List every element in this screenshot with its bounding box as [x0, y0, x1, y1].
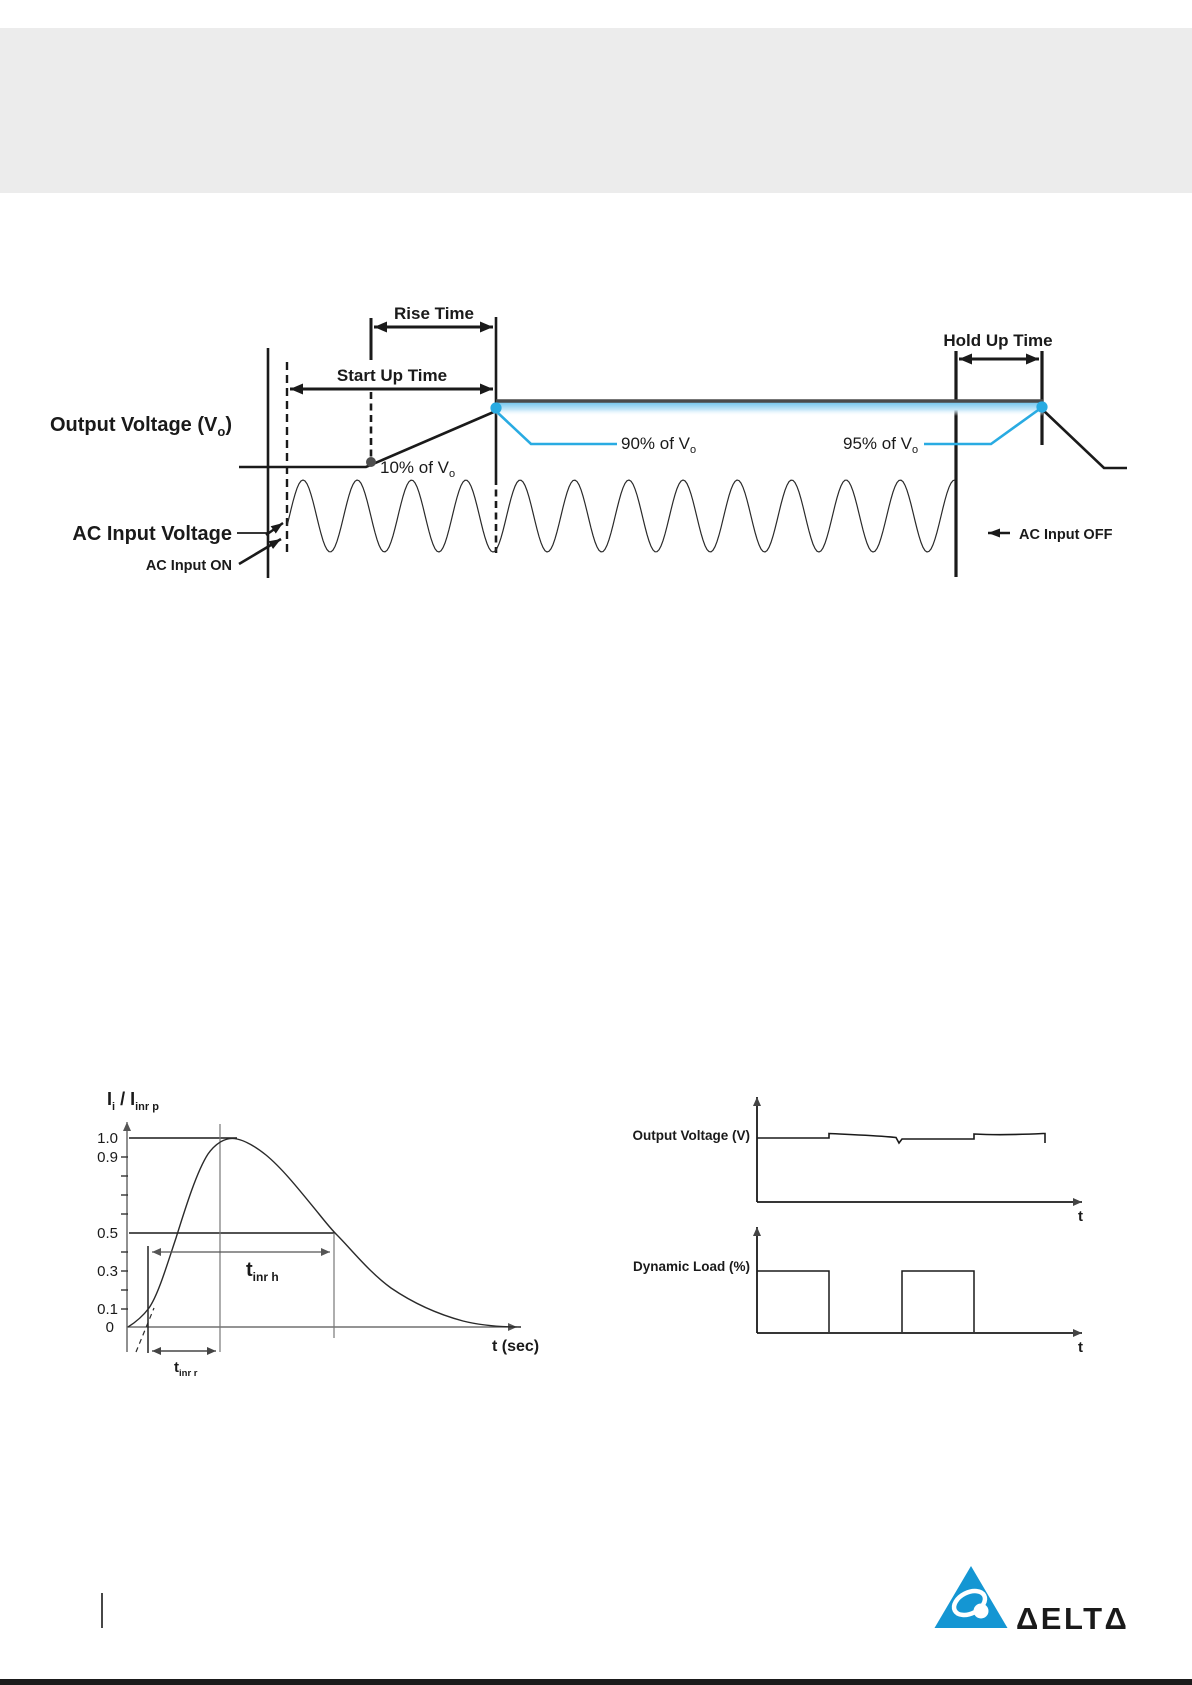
svg-text:0.3: 0.3	[97, 1263, 118, 1280]
timing-diagram: Rise Time Start Up Time Hold Up Time Out…	[50, 304, 1127, 578]
t-inr-h-label: tinr h	[246, 1259, 279, 1284]
ac-input-voltage-arrow	[265, 522, 284, 536]
delta-logo-ball	[973, 1603, 989, 1619]
svg-text:0.5: 0.5	[97, 1225, 118, 1242]
inrush-chart: Ii / Iinr p 1.0 0.9 0.5 0.3 0.1 0	[97, 1089, 539, 1379]
voltage-chart: Output Voltage (V) t	[633, 1097, 1083, 1225]
output-voltage-axis-label: Output Voltage (Vo)	[50, 414, 232, 439]
inrush-x-axis-label: t (sec)	[492, 1338, 539, 1355]
load-pulses	[757, 1270, 975, 1332]
rise-time-label: Rise Time	[394, 304, 474, 323]
line-90pct	[497, 412, 617, 446]
ac-input-on-label: AC Input ON	[146, 558, 232, 574]
delta-logo-triangle	[934, 1566, 1008, 1628]
dot-holdup-end	[1036, 401, 1048, 413]
load-transient-charts: Output Voltage (V) t Dynamic Load (%) t	[633, 1097, 1083, 1356]
dot-rise-end	[490, 402, 502, 414]
inrush-tangent-dashed	[135, 1307, 155, 1353]
header-band	[0, 28, 1192, 193]
svg-text:0.9: 0.9	[97, 1149, 118, 1166]
svg-text:0: 0	[106, 1319, 114, 1336]
svg-text:1.0: 1.0	[97, 1130, 118, 1147]
footer: ΔELTΔ	[0, 1566, 1192, 1685]
inrush-curve	[127, 1137, 522, 1328]
load-time-label: t	[1078, 1339, 1083, 1356]
inrush-chart-title: Ii / Iinr p	[107, 1089, 159, 1113]
delta-wordmark: ΔELTΔ	[1016, 1601, 1129, 1636]
voltage-trace	[757, 1132, 1046, 1145]
output-plateau-band	[496, 399, 1043, 416]
timing-callouts	[237, 522, 1010, 566]
voltage-threshold-lines	[497, 406, 1042, 446]
dot-10pct	[366, 457, 376, 467]
timing-dimension-arrows	[290, 321, 1039, 395]
pct-95-label: 95% of Vo	[843, 434, 918, 456]
svg-text:0.1: 0.1	[97, 1301, 118, 1318]
voltage-chart-label: Output Voltage (V)	[633, 1128, 751, 1143]
ac-input-voltage-label: AC Input Voltage	[72, 523, 232, 545]
inrush-reference-lines	[129, 1124, 335, 1353]
timing-reference-lines	[266, 317, 1044, 578]
start-up-time-label: Start Up Time	[337, 366, 447, 385]
load-chart: Dynamic Load (%) t	[633, 1227, 1083, 1356]
bottom-bar	[0, 1679, 1192, 1685]
ac-input-on-arrow	[238, 537, 282, 566]
line-95pct	[924, 406, 1042, 446]
ac-input-off-label: AC Input OFF	[1019, 527, 1113, 543]
inrush-y-ticks	[121, 1156, 128, 1310]
inrush-y-labels: 1.0 0.9 0.5 0.3 0.1 0	[97, 1130, 118, 1336]
t-inr-r-label: tinr r	[174, 1359, 198, 1379]
output-voltage-trace	[239, 409, 1127, 470]
pct-10-label: 10% of Vo	[380, 458, 455, 480]
inrush-axes	[123, 1122, 517, 1352]
load-chart-label: Dynamic Load (%)	[633, 1259, 750, 1274]
hold-up-time-label: Hold Up Time	[943, 331, 1052, 350]
voltage-time-label: t	[1078, 1208, 1083, 1225]
pct-90-label: 90% of Vo	[621, 434, 696, 456]
delta-logo: ΔELTΔ	[934, 1566, 1129, 1636]
ac-sine-wave	[286, 479, 956, 553]
